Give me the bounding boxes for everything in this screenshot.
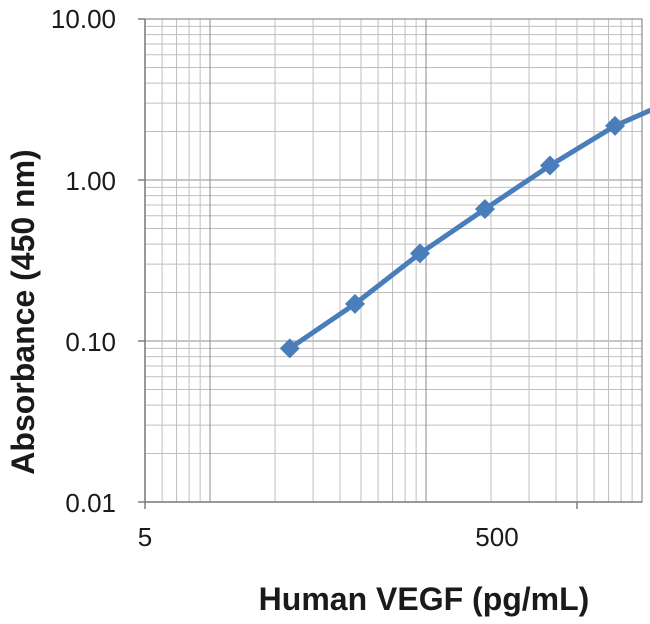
plot-frame — [144, 18, 643, 503]
x-tick-label-500: 500 — [475, 522, 518, 552]
y-tick-label-0-1: 0.10 — [65, 327, 116, 357]
y-tick-label-1: 1.00 — [65, 166, 116, 196]
data-point-marker — [344, 293, 365, 314]
tick-labels: 10.00 1.00 0.10 0.01 5 500 — [51, 4, 519, 552]
grid — [145, 19, 643, 503]
series-layer — [279, 107, 650, 359]
x-axis-title: Human VEGF (pg/mL) — [259, 581, 590, 617]
data-point-marker — [279, 338, 300, 359]
data-point-marker — [474, 199, 495, 220]
series-line — [287, 107, 650, 351]
y-axis-title: Absorbance (450 nm) — [5, 149, 41, 474]
axes — [138, 18, 643, 509]
y-tick-label-10: 10.00 — [51, 4, 116, 34]
data-point-marker — [539, 155, 560, 176]
data-point-marker — [605, 115, 626, 136]
data-point-marker — [410, 243, 431, 264]
y-tick-label-0-01: 0.01 — [65, 488, 116, 518]
x-tick-label-5: 5 — [138, 522, 152, 552]
